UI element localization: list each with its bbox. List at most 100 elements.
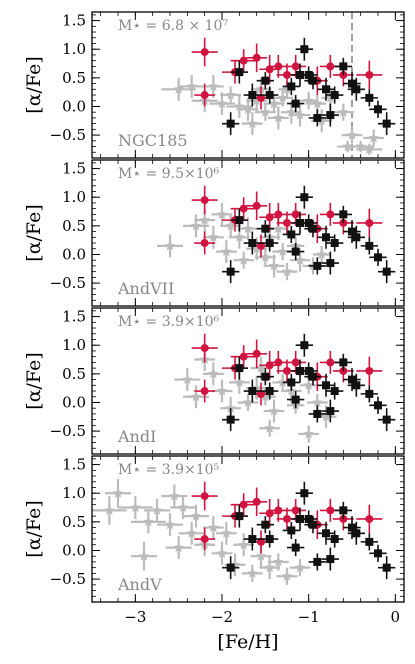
marker: [326, 407, 335, 416]
red-point: [191, 37, 218, 67]
marker: [200, 344, 209, 353]
marker: [339, 358, 348, 367]
marker: [283, 70, 291, 79]
black-point: [304, 368, 322, 386]
black-point: [326, 382, 344, 400]
gray-point: [165, 536, 192, 560]
marker: [313, 557, 322, 566]
black-point: [343, 220, 361, 244]
gray-point: [233, 533, 255, 557]
y-tick-label: 0.5: [62, 365, 86, 383]
gray-point: [144, 498, 170, 522]
red-point: [194, 527, 216, 551]
marker: [291, 543, 300, 552]
marker: [303, 428, 314, 439]
marker: [283, 514, 291, 523]
black-point: [295, 185, 313, 209]
marker: [208, 522, 219, 532]
marker: [242, 223, 254, 234]
marker: [326, 358, 335, 367]
marker: [291, 247, 300, 256]
red-point: [230, 197, 257, 221]
marker: [312, 397, 323, 407]
marker: [300, 193, 309, 202]
black-point: [256, 72, 274, 90]
gray-point: [157, 234, 183, 258]
marker: [309, 372, 317, 381]
gray-point: [263, 399, 285, 423]
gray-point: [202, 225, 224, 249]
marker: [200, 535, 209, 544]
marker: [216, 98, 228, 109]
black-point: [222, 556, 240, 580]
black-point: [326, 86, 344, 104]
black-point: [343, 516, 361, 540]
marker: [304, 366, 313, 375]
marker: [274, 358, 283, 367]
black-point: [378, 556, 396, 580]
marker: [264, 562, 275, 573]
black-point: [287, 539, 305, 557]
marker: [309, 520, 317, 529]
black-point: [287, 243, 305, 261]
marker: [216, 208, 228, 219]
marker: [294, 254, 306, 265]
marker: [265, 213, 274, 222]
marker: [277, 246, 288, 257]
marker: [268, 98, 280, 109]
gray-point: [178, 521, 205, 545]
marker: [304, 218, 313, 227]
marker: [320, 411, 332, 422]
black-point: [343, 368, 361, 392]
black-point: [317, 373, 335, 397]
x-tick-label: −1: [298, 608, 320, 626]
black-point: [369, 396, 387, 414]
gray-point: [267, 553, 289, 571]
black-point: [243, 527, 261, 551]
marker: [291, 210, 300, 219]
marker: [261, 372, 270, 381]
marker: [273, 112, 284, 123]
y-tick-label: 0.0: [62, 393, 86, 411]
marker: [348, 227, 356, 236]
marker: [173, 83, 184, 94]
gray-point: [118, 496, 153, 519]
y-tick-label: 1.5: [62, 12, 86, 30]
black-point: [334, 353, 352, 371]
marker: [277, 376, 288, 387]
marker: [186, 80, 197, 91]
marker: [313, 261, 322, 270]
marker: [242, 397, 254, 407]
gray-point: [233, 251, 255, 269]
gray-point: [211, 202, 233, 226]
marker: [200, 196, 209, 205]
black-point: [321, 103, 339, 127]
y-axis-label: [α/Fe]: [23, 204, 45, 261]
marker: [235, 364, 244, 373]
black-point: [304, 220, 322, 238]
marker: [255, 550, 267, 561]
gray-series: [92, 478, 311, 585]
black-point: [304, 72, 322, 90]
marker: [208, 368, 219, 379]
black-point: [378, 112, 396, 136]
marker: [273, 223, 284, 234]
black-point: [360, 385, 378, 403]
marker: [234, 231, 245, 242]
gray-series: [174, 348, 337, 443]
red-point: [356, 356, 383, 386]
y-tick-label: −0.5: [50, 422, 86, 440]
black-point: [369, 248, 387, 266]
black-series: [222, 185, 396, 284]
marker: [265, 387, 274, 396]
gray-point: [105, 478, 131, 508]
black-point: [295, 481, 313, 505]
marker: [260, 106, 271, 117]
gray-point: [356, 143, 383, 156]
marker: [365, 514, 374, 523]
marker: [226, 415, 235, 424]
y-tick-label: 0.0: [62, 541, 86, 559]
gray-point: [178, 74, 205, 98]
black-point: [295, 37, 313, 61]
marker: [208, 231, 219, 242]
